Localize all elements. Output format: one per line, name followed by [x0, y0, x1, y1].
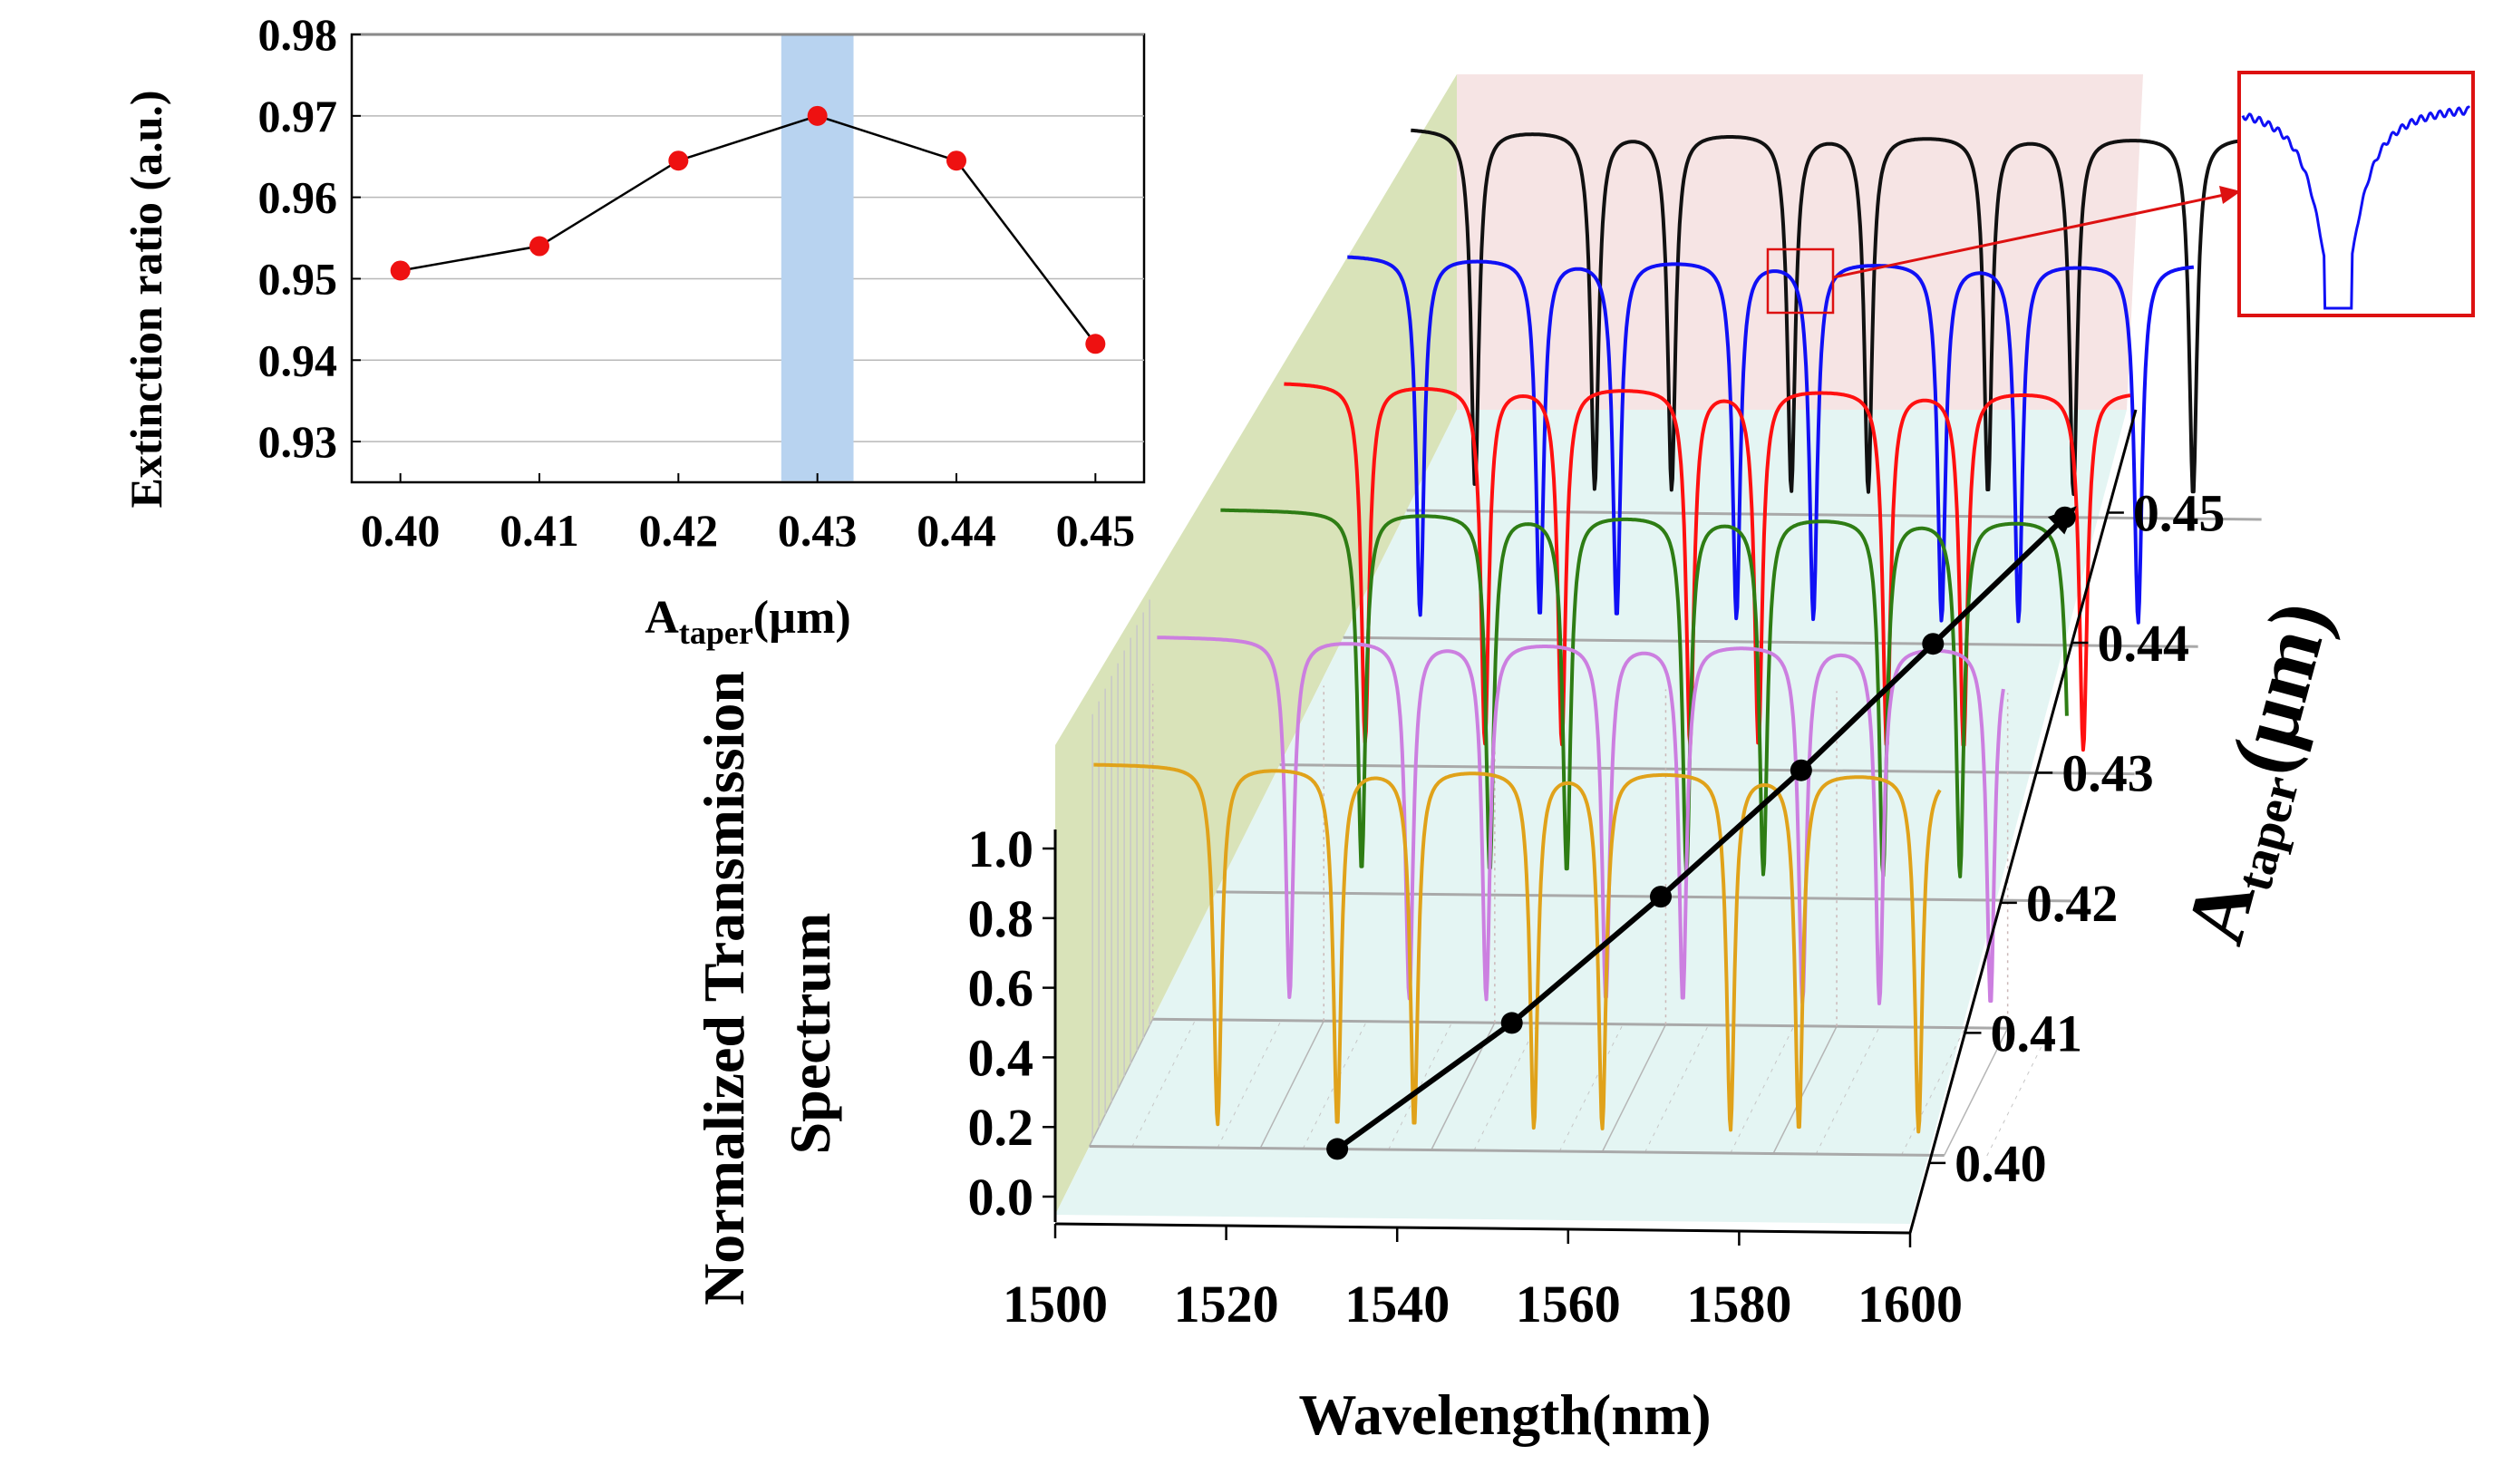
- extinction-data-point: [946, 150, 966, 171]
- transmission-y-tick-label: 0.4: [968, 1028, 1034, 1087]
- zoom-pointer-line: [1832, 192, 2229, 279]
- taper-z-tick-label: 0.42: [2026, 874, 2119, 933]
- floor-gridlines: [1088, 509, 2262, 1158]
- optimal-taper-highlight-band: [781, 35, 854, 481]
- extinction-x-tick-label: 0.45: [1056, 505, 1136, 556]
- wavelength-x-tick-label: 1560: [1516, 1275, 1621, 1334]
- trend-point: [1790, 759, 1812, 781]
- floor-minor-gridline: [1217, 1020, 1282, 1149]
- floor-series-gridline: [1152, 1017, 2008, 1030]
- spectrum-curve-0-45: [1410, 128, 2258, 497]
- floor-gridline: [1259, 1020, 1324, 1149]
- extinction-ratio-line: [400, 114, 1097, 345]
- extinction-y-tick-label: 0.97: [258, 91, 338, 141]
- wavelength-x-tick-label: 1500: [1003, 1275, 1108, 1334]
- extinction-x-tick-label: 0.44: [917, 505, 996, 556]
- extinction-y-tick-label: 0.96: [258, 172, 338, 223]
- extinction-data-point: [807, 105, 828, 126]
- transmission-y-ticks: 1.0 0.8 0.6 0.4 0.2 0.0: [968, 820, 1055, 1227]
- spectrum-curve-0-41: [1156, 635, 2005, 1005]
- inset-zoom-curve: [2241, 105, 2471, 310]
- extinction-ratio-points: [390, 105, 1106, 354]
- wavelength-x-tick-label: 1540: [1344, 1275, 1450, 1334]
- extinction-x-tick-label: 0.40: [361, 505, 441, 556]
- floor-minor-gridline: [1815, 1026, 1880, 1155]
- transmission-y-tick-label: 0.6: [968, 959, 1034, 1018]
- floor-minor-gridline: [1644, 1024, 1710, 1153]
- wavelength-x-tick-label: 1520: [1174, 1275, 1279, 1334]
- zoom-region-box: [1766, 247, 1835, 315]
- extinction-data-point: [529, 236, 549, 257]
- spectrum-curve-0-40: [1092, 762, 1942, 1134]
- transmission-y-tick-label: 0.0: [968, 1168, 1034, 1227]
- extinction-plot-frame: [350, 33, 1146, 484]
- trend-point: [1326, 1138, 1349, 1160]
- extinction-ratio-chart: 0.40 0.41 0.42 0.43 0.44 0.45 0.980.970.960.9…: [121, 9, 1146, 651]
- floor-gridline: [1772, 1025, 1838, 1154]
- extinction-y-tick-label: 0.98: [258, 9, 338, 60]
- wavelength-x-ticks: 1500 1520 1540 1560 1580 1600: [1003, 1224, 1963, 1334]
- extinction-x-ticks: 0.40 0.41 0.42 0.43 0.44 0.45: [361, 473, 1135, 556]
- transmission-spectra: [1092, 128, 2258, 1134]
- floor-series-gridline: [1279, 763, 2135, 776]
- trend-point: [1922, 633, 1945, 655]
- floor-minor-gridline: [1473, 1023, 1538, 1151]
- extinction-gridlines: [352, 34, 1144, 442]
- floor-series-gridline: [1406, 509, 2262, 521]
- wavelength-x-tick-label: 1600: [1858, 1275, 1963, 1334]
- extinction-x-tick-label: 0.42: [639, 505, 719, 556]
- extinction-x-axis-label: Ataper(µm): [645, 592, 850, 651]
- floor-minor-gridline: [1901, 1027, 1965, 1156]
- extinction-y-ticks: 0.98 0.97 0.96 0.95 0.94 0.93: [258, 9, 361, 467]
- floor-minor-gridline: [1388, 1022, 1453, 1150]
- wavelength-axis-label: Wavelength(nm): [1298, 1382, 1711, 1447]
- spectrum-curve-0-42: [1219, 508, 2069, 878]
- extinction-y-tick-label: 0.94: [258, 335, 338, 385]
- extinction-data-point: [668, 150, 689, 171]
- extinction-x-tick-label: 0.43: [778, 505, 858, 556]
- taper-z-tick-label: 0.44: [2098, 614, 2190, 673]
- taper-z-tick-label: 0.43: [2061, 743, 2154, 802]
- floor-minor-gridline: [1730, 1025, 1795, 1154]
- floor-gridline: [1601, 1023, 1667, 1152]
- taper-z-tick-label: 0.40: [1955, 1134, 2047, 1193]
- floor-minor-gridline: [1302, 1021, 1367, 1149]
- extinction-x-tick-label: 0.41: [500, 505, 579, 556]
- floor-series-gridline: [1216, 890, 2071, 903]
- trend-arrow: [1326, 506, 2077, 1160]
- transmission-y-tick-label: 1.0: [968, 820, 1034, 878]
- inset-zoom-frame: [2237, 71, 2475, 317]
- floor-minor-gridline: [1558, 1023, 1624, 1152]
- taper-z-tick-label: 0.45: [2133, 484, 2226, 543]
- taper-z-axis-line: [1908, 409, 2138, 1234]
- transmission-y-tick-label: 0.8: [968, 889, 1034, 948]
- transmission-axis-label-line1: Normalized Transmission: [692, 671, 756, 1305]
- extinction-data-point: [390, 260, 411, 281]
- extinction-y-tick-label: 0.95: [258, 253, 338, 304]
- trend-point: [1500, 1012, 1523, 1034]
- trend-arrowhead: [2047, 506, 2077, 535]
- wavelength-x-tick-label: 1580: [1686, 1275, 1791, 1334]
- floor-gridline: [1943, 1027, 2009, 1156]
- transmission-waterfall-chart: 1.00.80.60.40.20.0 1500 1520 1540 1560 1580 1…: [692, 71, 2475, 1447]
- wall-gridlines: [1091, 599, 2009, 1140]
- taper-z-ticks: 0.40 0.41 0.42 0.43 0.44 0.45: [1929, 484, 2225, 1193]
- spectrum-curve-0-43: [1283, 382, 2131, 752]
- transmission-axis-label-line2: Spectrum: [778, 913, 842, 1155]
- floor-minor-gridline: [1986, 1028, 2052, 1157]
- transmission-y-tick-label: 0.2: [968, 1098, 1034, 1157]
- floor-series-gridline: [1089, 1145, 1945, 1158]
- taper-z-tick-label: 0.41: [1991, 1004, 2083, 1062]
- trend-point: [1650, 886, 1673, 908]
- extinction-y-tick-label: 0.93: [258, 416, 338, 467]
- floor-minor-gridline: [1131, 1019, 1197, 1148]
- extinction-y-axis-label: Extinction ratio (a.u.): [121, 90, 171, 508]
- spectrum-curve-0-44: [1346, 255, 2195, 625]
- zoom-pointer-arrowhead: [2219, 186, 2241, 204]
- extinction-data-point: [1085, 334, 1106, 354]
- trend-line: [1335, 515, 2067, 1151]
- wavelength-x-axis-line: [1054, 1222, 1911, 1235]
- floor-gridline: [1088, 1018, 1154, 1147]
